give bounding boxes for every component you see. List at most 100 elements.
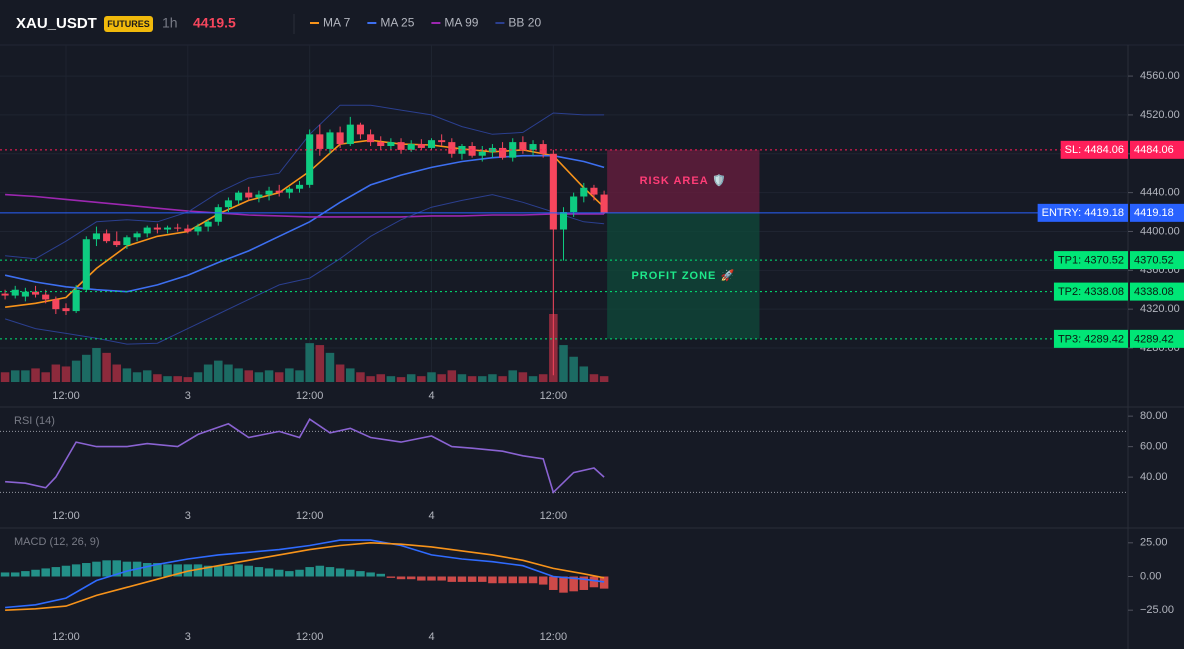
price-label: 4338.08 — [1134, 286, 1174, 298]
volume-bar — [285, 368, 294, 382]
histogram-bar — [142, 563, 152, 577]
x-tick-label: 4 — [428, 390, 434, 402]
volume-bar — [467, 376, 477, 382]
histogram-bar — [437, 576, 446, 581]
histogram-bar — [234, 564, 243, 577]
histogram-bar — [498, 576, 507, 584]
histogram-bar — [346, 569, 355, 577]
candle-body — [559, 212, 568, 230]
histogram-bar — [244, 565, 254, 577]
candle-body — [42, 294, 50, 300]
histogram-bar — [153, 563, 162, 577]
zone-label: RISK AREA 🛡️ — [640, 174, 727, 187]
x-tick-label: 4 — [428, 631, 434, 643]
zone — [607, 149, 760, 213]
volume-bar — [356, 372, 365, 382]
candle-body — [194, 226, 202, 232]
histogram-bar — [386, 576, 396, 578]
volume-bar — [579, 366, 589, 382]
candle-body — [539, 144, 547, 154]
y-tick-label: 40.00 — [1140, 471, 1168, 483]
x-tick-label: 12:00 — [540, 510, 568, 522]
candle-body — [356, 124, 364, 135]
candle-body — [427, 140, 436, 148]
volume-bar — [31, 368, 40, 382]
candle-body — [326, 132, 334, 149]
histogram-bar — [549, 576, 558, 590]
line-values — [5, 541, 605, 611]
candle-body — [204, 221, 212, 227]
price-badge — [1130, 203, 1184, 222]
price-badge — [1130, 251, 1184, 270]
histogram-bar — [295, 569, 304, 577]
candle-body — [448, 142, 456, 154]
candle-body — [153, 227, 161, 230]
histogram-bar — [406, 576, 416, 580]
interval: 1h — [162, 15, 178, 31]
candle-body — [184, 228, 192, 232]
price-label: 4484.06 — [1134, 144, 1174, 156]
candle-body — [72, 289, 80, 312]
volume-bar — [61, 366, 71, 382]
histogram-bar — [427, 576, 436, 581]
histogram-bar — [417, 576, 426, 581]
candle-body — [407, 144, 415, 150]
level-label: TP3: 4289.42 — [1058, 333, 1124, 345]
y-tick-label: 4520.00 — [1140, 109, 1180, 121]
volume-bar — [406, 374, 416, 382]
volume-bar — [173, 376, 182, 382]
candle-body — [519, 142, 527, 150]
histogram-bar — [82, 563, 91, 577]
candle-body — [255, 194, 263, 198]
volume-bar — [122, 368, 132, 382]
volume-bar — [305, 343, 314, 382]
x-tick-label: 4 — [428, 510, 434, 522]
candle-body — [549, 153, 557, 230]
candle-body — [143, 227, 151, 234]
histogram-bar — [447, 576, 457, 582]
x-tick-label: 12:00 — [296, 390, 324, 402]
histogram-bar — [589, 576, 599, 588]
candle-body — [600, 194, 608, 213]
candle-body — [265, 190, 273, 195]
level-badge — [1053, 251, 1128, 270]
volume-bar — [0, 372, 10, 382]
candle-body — [21, 291, 29, 297]
legend-label: MA 25 — [380, 16, 414, 30]
volume-bar — [427, 372, 436, 382]
x-tick-label: 12:00 — [540, 631, 568, 643]
histogram-bar — [193, 564, 203, 577]
volume-bar — [488, 374, 497, 382]
y-tick-label: 80.00 — [1140, 410, 1168, 422]
histogram-bar — [122, 561, 132, 577]
volume-bar — [10, 370, 20, 382]
histogram-bar — [224, 565, 233, 577]
candle-body — [488, 147, 496, 152]
volume-bar — [264, 370, 274, 382]
y-tick-label: 25.00 — [1140, 537, 1168, 549]
candle-body — [529, 144, 537, 150]
volume-bar — [244, 370, 254, 382]
histogram-bar — [173, 564, 182, 577]
volume-bar — [346, 368, 355, 382]
histogram-bar — [163, 564, 172, 577]
volume-bar — [478, 376, 487, 382]
candle-body — [163, 227, 172, 230]
histogram-bar — [518, 576, 528, 584]
histogram-bar — [356, 571, 365, 577]
price-label: 4419.18 — [1134, 207, 1174, 219]
histogram-bar — [264, 568, 274, 577]
histogram-bar — [508, 576, 517, 584]
legend-label: BB 20 — [508, 16, 541, 30]
price-label: 4370.52 — [1134, 255, 1174, 267]
volume-bar — [498, 376, 507, 382]
line-lower — [4, 194, 605, 345]
level-badge — [1053, 329, 1128, 348]
histogram-bar — [528, 576, 538, 584]
x-tick-label: 12:00 — [52, 390, 80, 402]
candle-body — [133, 233, 141, 238]
histogram-bar — [335, 568, 345, 577]
